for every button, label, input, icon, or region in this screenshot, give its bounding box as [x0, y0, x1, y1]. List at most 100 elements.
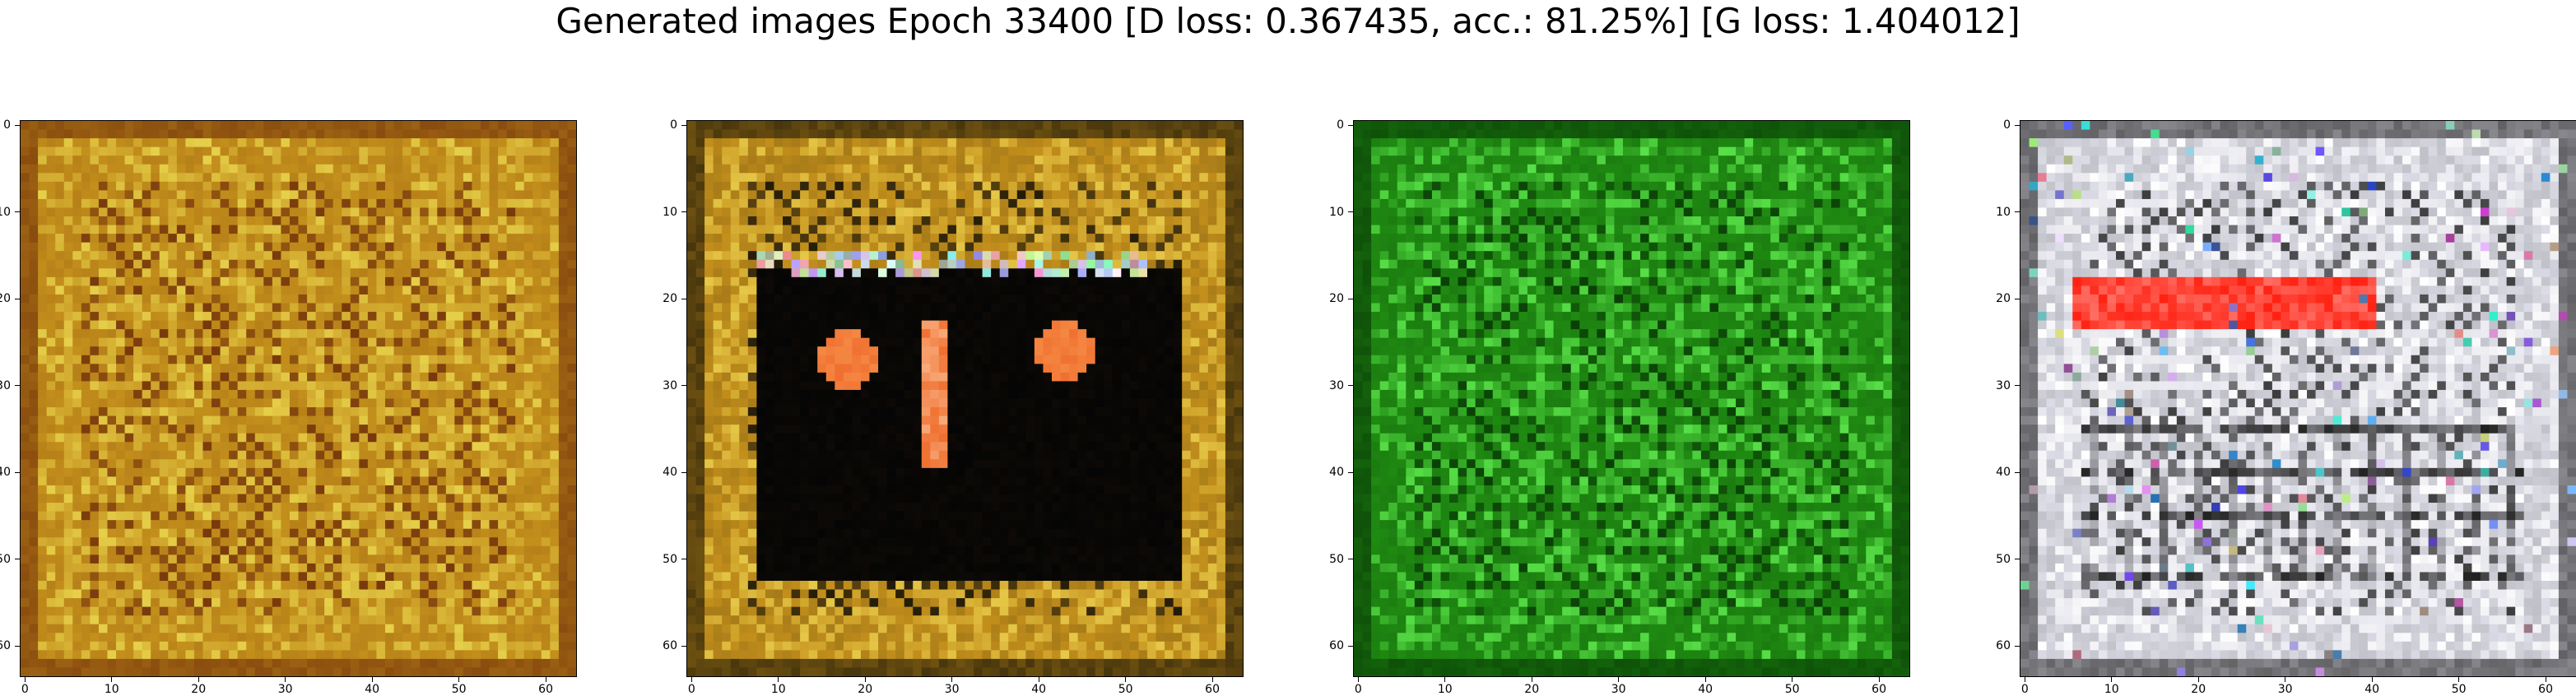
- y-tick-label: 30: [1978, 380, 2011, 392]
- y-tick-label: 50: [1978, 554, 2011, 565]
- y-tick-mark: [1348, 472, 1354, 473]
- y-tick-label: 50: [644, 554, 677, 565]
- x-tick-label: 60: [1862, 684, 1895, 695]
- x-tick-label: 30: [269, 684, 302, 695]
- x-tick-label: 50: [2443, 684, 2476, 695]
- x-tick-label: 0: [1341, 684, 1374, 695]
- x-tick-label: 50: [1776, 684, 1809, 695]
- y-tick-mark: [15, 125, 21, 126]
- x-tick-label: 20: [2182, 684, 2215, 695]
- y-tick-mark: [15, 211, 21, 212]
- x-tick-label: 30: [936, 684, 969, 695]
- y-tick-label: 60: [1311, 640, 1344, 652]
- y-tick-label: 40: [1311, 466, 1344, 478]
- x-tick-label: 0: [675, 684, 708, 695]
- x-tick-mark: [1358, 676, 1359, 682]
- x-tick-mark: [1125, 676, 1126, 682]
- y-tick-mark: [2015, 385, 2020, 386]
- x-tick-mark: [458, 676, 459, 682]
- y-tick-mark: [681, 125, 687, 126]
- x-tick-label: 10: [95, 684, 128, 695]
- x-tick-label: 10: [2095, 684, 2128, 695]
- x-tick-label: 10: [762, 684, 795, 695]
- y-tick-mark: [2015, 472, 2020, 473]
- y-tick-label: 40: [644, 466, 677, 478]
- x-tick-label: 0: [8, 684, 41, 695]
- y-tick-mark: [15, 472, 21, 473]
- x-tick-label: 0: [2008, 684, 2041, 695]
- y-tick-mark: [1348, 125, 1354, 126]
- x-tick-mark: [951, 676, 952, 682]
- x-tick-mark: [1879, 676, 1880, 682]
- x-tick-label: 40: [356, 684, 388, 695]
- y-tick-mark: [681, 211, 687, 212]
- y-tick-label: 10: [644, 206, 677, 218]
- x-tick-mark: [372, 676, 373, 682]
- x-tick-mark: [1792, 676, 1793, 682]
- y-tick-label: 20: [0, 293, 11, 304]
- y-tick-mark: [681, 472, 687, 473]
- generated-image-1: [21, 121, 576, 676]
- x-tick-mark: [285, 676, 286, 682]
- y-tick-mark: [681, 646, 687, 647]
- y-tick-mark: [1348, 646, 1354, 647]
- chart-title: Generated images Epoch 33400 [D loss: 0.…: [0, 0, 2576, 43]
- y-tick-label: 50: [1311, 554, 1344, 565]
- y-tick-label: 10: [0, 206, 11, 218]
- x-tick-label: 20: [1515, 684, 1548, 695]
- x-tick-mark: [778, 676, 779, 682]
- y-tick-mark: [15, 646, 21, 647]
- x-tick-mark: [111, 676, 112, 682]
- x-tick-label: 40: [2355, 684, 2388, 695]
- generated-image-3: [1354, 121, 1909, 676]
- x-tick-mark: [25, 676, 26, 682]
- x-tick-label: 30: [2269, 684, 2302, 695]
- x-tick-mark: [2372, 676, 2373, 682]
- x-tick-mark: [1212, 676, 1213, 682]
- y-tick-label: 20: [1311, 293, 1344, 304]
- generated-image-2: [687, 121, 1243, 676]
- x-tick-label: 60: [1196, 684, 1229, 695]
- x-tick-label: 60: [529, 684, 562, 695]
- x-tick-label: 60: [2529, 684, 2562, 695]
- y-tick-label: 0: [1978, 119, 2011, 131]
- x-tick-mark: [1618, 676, 1619, 682]
- y-tick-label: 30: [0, 380, 11, 392]
- y-tick-label: 40: [1978, 466, 2011, 478]
- y-tick-mark: [15, 385, 21, 386]
- x-tick-label: 40: [1689, 684, 1722, 695]
- y-tick-label: 30: [644, 380, 677, 392]
- x-tick-label: 50: [443, 684, 476, 695]
- y-tick-label: 40: [0, 466, 11, 478]
- y-tick-mark: [2015, 646, 2020, 647]
- y-tick-label: 10: [1311, 206, 1344, 218]
- x-tick-mark: [1444, 676, 1445, 682]
- y-tick-label: 10: [1978, 206, 2011, 218]
- y-tick-mark: [1348, 211, 1354, 212]
- x-tick-label: 50: [1109, 684, 1142, 695]
- generated-image-4: [2020, 121, 2576, 676]
- x-tick-mark: [2111, 676, 2112, 682]
- y-tick-mark: [2015, 125, 2020, 126]
- y-tick-label: 0: [0, 119, 11, 131]
- x-tick-label: 40: [1022, 684, 1055, 695]
- x-tick-mark: [2458, 676, 2459, 682]
- x-tick-label: 20: [849, 684, 881, 695]
- y-tick-mark: [1348, 385, 1354, 386]
- x-tick-mark: [691, 676, 692, 682]
- y-tick-label: 0: [1311, 119, 1344, 131]
- x-tick-mark: [1705, 676, 1706, 682]
- x-tick-mark: [865, 676, 866, 682]
- y-tick-label: 0: [644, 119, 677, 131]
- y-tick-mark: [681, 385, 687, 386]
- x-tick-label: 30: [1602, 684, 1635, 695]
- y-tick-label: 20: [1978, 293, 2011, 304]
- y-tick-label: 60: [644, 640, 677, 652]
- x-tick-label: 10: [1429, 684, 1462, 695]
- x-tick-label: 20: [182, 684, 215, 695]
- y-tick-label: 60: [0, 640, 11, 652]
- x-tick-mark: [198, 676, 199, 682]
